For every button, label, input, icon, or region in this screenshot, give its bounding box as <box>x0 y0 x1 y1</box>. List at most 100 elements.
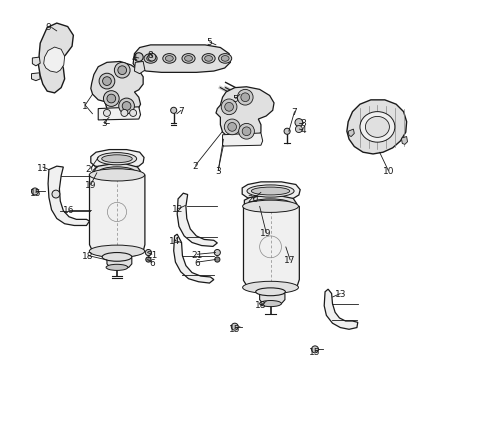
Polygon shape <box>89 176 145 257</box>
Circle shape <box>130 110 137 117</box>
Text: 13: 13 <box>335 290 346 298</box>
Circle shape <box>231 323 238 330</box>
Circle shape <box>146 257 151 262</box>
Text: 18: 18 <box>83 251 94 261</box>
Ellipse shape <box>252 187 290 195</box>
Circle shape <box>52 191 60 198</box>
Circle shape <box>107 95 116 104</box>
Text: 21: 21 <box>192 250 203 259</box>
Circle shape <box>295 126 302 133</box>
Ellipse shape <box>185 57 192 62</box>
Ellipse shape <box>89 170 144 182</box>
Text: 19: 19 <box>261 229 272 237</box>
Text: 15: 15 <box>229 324 240 333</box>
Ellipse shape <box>147 57 155 62</box>
Polygon shape <box>347 101 407 155</box>
Ellipse shape <box>98 167 135 178</box>
Ellipse shape <box>89 246 144 258</box>
Ellipse shape <box>102 155 132 163</box>
Text: 21: 21 <box>146 250 157 259</box>
Text: 15: 15 <box>30 188 42 198</box>
Circle shape <box>118 67 127 75</box>
Circle shape <box>104 110 110 117</box>
Polygon shape <box>324 290 358 329</box>
Text: 3: 3 <box>216 166 221 176</box>
Polygon shape <box>244 196 297 214</box>
Text: 10: 10 <box>383 166 394 176</box>
Ellipse shape <box>260 301 281 307</box>
Polygon shape <box>38 24 73 94</box>
Ellipse shape <box>166 57 173 62</box>
Circle shape <box>119 99 134 115</box>
Circle shape <box>121 110 128 117</box>
Circle shape <box>122 102 131 111</box>
Ellipse shape <box>182 54 195 64</box>
Circle shape <box>295 119 303 127</box>
Ellipse shape <box>102 253 132 261</box>
Text: 20: 20 <box>247 195 259 204</box>
Text: 3: 3 <box>101 119 107 128</box>
Polygon shape <box>44 48 65 73</box>
Ellipse shape <box>204 57 213 62</box>
Ellipse shape <box>97 153 137 166</box>
Text: 11: 11 <box>37 163 48 172</box>
Ellipse shape <box>221 57 229 62</box>
Ellipse shape <box>144 54 157 64</box>
Circle shape <box>239 124 254 140</box>
Text: 6: 6 <box>149 258 155 267</box>
Polygon shape <box>48 167 89 226</box>
Circle shape <box>215 257 220 262</box>
Text: 5: 5 <box>206 38 212 47</box>
Circle shape <box>114 63 130 79</box>
Polygon shape <box>98 108 141 120</box>
Polygon shape <box>348 130 354 137</box>
Circle shape <box>225 103 233 112</box>
Circle shape <box>241 94 250 102</box>
Ellipse shape <box>360 113 395 143</box>
Circle shape <box>238 90 253 106</box>
Polygon shape <box>32 74 40 81</box>
Polygon shape <box>243 207 300 292</box>
Text: 8: 8 <box>148 51 154 60</box>
Polygon shape <box>223 134 263 147</box>
Ellipse shape <box>365 117 389 138</box>
Circle shape <box>103 78 111 86</box>
Text: 7: 7 <box>178 106 184 116</box>
Circle shape <box>312 346 319 353</box>
Text: 14: 14 <box>169 236 180 245</box>
Circle shape <box>148 54 156 62</box>
Polygon shape <box>134 62 145 74</box>
Polygon shape <box>242 183 300 201</box>
Ellipse shape <box>106 265 128 271</box>
Polygon shape <box>401 137 408 145</box>
Text: 7: 7 <box>292 108 298 117</box>
Circle shape <box>228 123 237 132</box>
Text: 17: 17 <box>285 256 296 265</box>
Ellipse shape <box>163 54 176 64</box>
Polygon shape <box>174 235 214 283</box>
Text: 5: 5 <box>233 95 239 104</box>
Text: 16: 16 <box>63 206 75 215</box>
Polygon shape <box>91 150 144 169</box>
Circle shape <box>134 53 143 62</box>
Text: 4: 4 <box>132 53 137 63</box>
Text: 9: 9 <box>45 23 51 32</box>
Ellipse shape <box>202 54 215 64</box>
Ellipse shape <box>103 170 131 176</box>
Ellipse shape <box>242 282 299 294</box>
Text: 6: 6 <box>194 258 200 267</box>
Ellipse shape <box>242 201 299 213</box>
Polygon shape <box>260 294 285 304</box>
Text: 12: 12 <box>172 205 184 214</box>
Ellipse shape <box>218 54 232 64</box>
Text: 4: 4 <box>300 126 306 135</box>
Circle shape <box>32 188 38 195</box>
Circle shape <box>224 120 240 135</box>
Circle shape <box>104 92 119 107</box>
Circle shape <box>284 129 290 135</box>
Polygon shape <box>177 194 217 247</box>
Text: 2: 2 <box>192 162 198 170</box>
Polygon shape <box>216 88 274 141</box>
Circle shape <box>171 108 177 114</box>
Text: 20: 20 <box>85 164 96 173</box>
